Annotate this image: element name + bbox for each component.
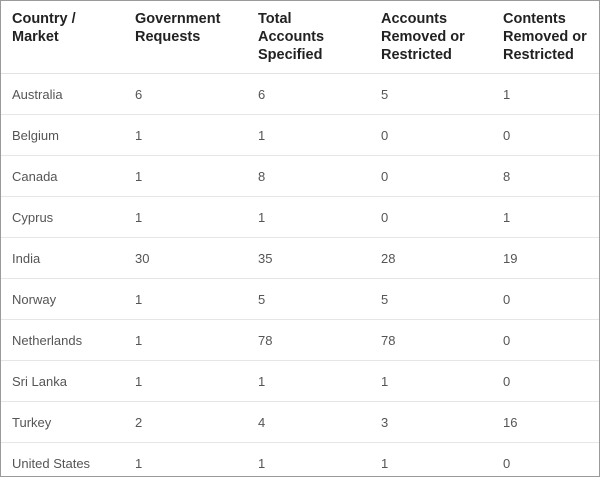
number-cell: 16 <box>492 401 599 443</box>
number-cell: 1 <box>370 360 492 402</box>
column-header: Accounts Removed or Restricted <box>370 1 492 74</box>
number-cell: 8 <box>247 155 370 197</box>
number-cell: 1 <box>124 278 247 320</box>
number-cell: 1 <box>124 442 247 476</box>
table-row: Netherlands 1 78 78 0 <box>1 319 599 361</box>
number-cell: 2 <box>124 401 247 443</box>
header-line: Restricted <box>381 47 452 63</box>
column-header: Contents Removed or Restricted <box>492 1 599 74</box>
number-cell: 35 <box>247 237 370 279</box>
number-cell: 8 <box>492 155 599 197</box>
number-cell: 0 <box>370 114 492 156</box>
header-line: Restricted <box>503 47 574 63</box>
number-cell: 0 <box>370 155 492 197</box>
header-line: Contents <box>503 11 566 27</box>
number-cell: 1 <box>124 114 247 156</box>
number-cell: 1 <box>247 196 370 238</box>
header-line: Government <box>135 11 221 27</box>
number-cell: 78 <box>370 319 492 361</box>
number-cell: 0 <box>492 319 599 361</box>
country-cell: Norway <box>1 278 124 320</box>
number-cell: 0 <box>370 196 492 238</box>
column-header: Country / Market <box>1 1 124 74</box>
number-cell: 1 <box>124 196 247 238</box>
table-row: India 30 35 28 19 <box>1 237 599 279</box>
country-cell: Cyprus <box>1 196 124 238</box>
number-cell: 1 <box>492 73 599 115</box>
table-row: Turkey 2 4 3 16 <box>1 401 599 443</box>
number-cell: 0 <box>492 278 599 320</box>
number-cell: 6 <box>247 73 370 115</box>
table-row: Australia 6 6 5 1 <box>1 73 599 115</box>
country-cell: Belgium <box>1 114 124 156</box>
table-row: Norway 1 5 5 0 <box>1 278 599 320</box>
column-header: Total Accounts Specified <box>247 1 370 74</box>
number-cell: 0 <box>492 442 599 476</box>
header-line: Requests <box>135 29 201 45</box>
number-cell: 5 <box>370 278 492 320</box>
table-row: United States 1 1 1 0 <box>1 442 599 476</box>
number-cell: 1 <box>492 196 599 238</box>
country-cell: Turkey <box>1 401 124 443</box>
number-cell: 1 <box>124 319 247 361</box>
number-cell: 0 <box>492 114 599 156</box>
country-cell: Canada <box>1 155 124 197</box>
header-line: Total <box>258 11 292 27</box>
country-cell: Sri Lanka <box>1 360 124 402</box>
number-cell: 3 <box>370 401 492 443</box>
table-row: Cyprus 1 1 0 1 <box>1 196 599 238</box>
number-cell: 0 <box>492 360 599 402</box>
number-cell: 4 <box>247 401 370 443</box>
column-header: Government Requests <box>124 1 247 74</box>
number-cell: 1 <box>247 360 370 402</box>
number-cell: 6 <box>124 73 247 115</box>
country-cell: Australia <box>1 73 124 115</box>
number-cell: 5 <box>370 73 492 115</box>
table-body: Australia 6 6 5 1 Belgium 1 1 0 0 Canada 1 8 0 8 Cyprus… <box>1 73 599 476</box>
country-cell: United States <box>1 442 124 476</box>
number-cell: 1 <box>124 155 247 197</box>
number-cell: 1 <box>370 442 492 476</box>
number-cell: 19 <box>492 237 599 279</box>
number-cell: 78 <box>247 319 370 361</box>
header-line: Specified <box>258 47 323 63</box>
number-cell: 1 <box>124 360 247 402</box>
country-cell: Netherlands <box>1 319 124 361</box>
header-line: Accounts <box>381 11 448 27</box>
number-cell: 1 <box>247 442 370 476</box>
country-cell: India <box>1 237 124 279</box>
number-cell: 5 <box>247 278 370 320</box>
table-row: Canada 1 8 0 8 <box>1 155 599 197</box>
header-row: Country / Market Government Requests Total Ac… <box>1 1 599 74</box>
number-cell: 1 <box>247 114 370 156</box>
header-line: Removed or <box>503 29 587 45</box>
header-line: Country / <box>12 11 76 27</box>
header-line: Removed or <box>381 29 465 45</box>
number-cell: 28 <box>370 237 492 279</box>
header-line: Market <box>12 29 59 45</box>
header-line: Accounts <box>258 29 325 45</box>
number-cell: 30 <box>124 237 247 279</box>
table-row: Belgium 1 1 0 0 <box>1 114 599 156</box>
table-row: Sri Lanka 1 1 1 0 <box>1 360 599 402</box>
